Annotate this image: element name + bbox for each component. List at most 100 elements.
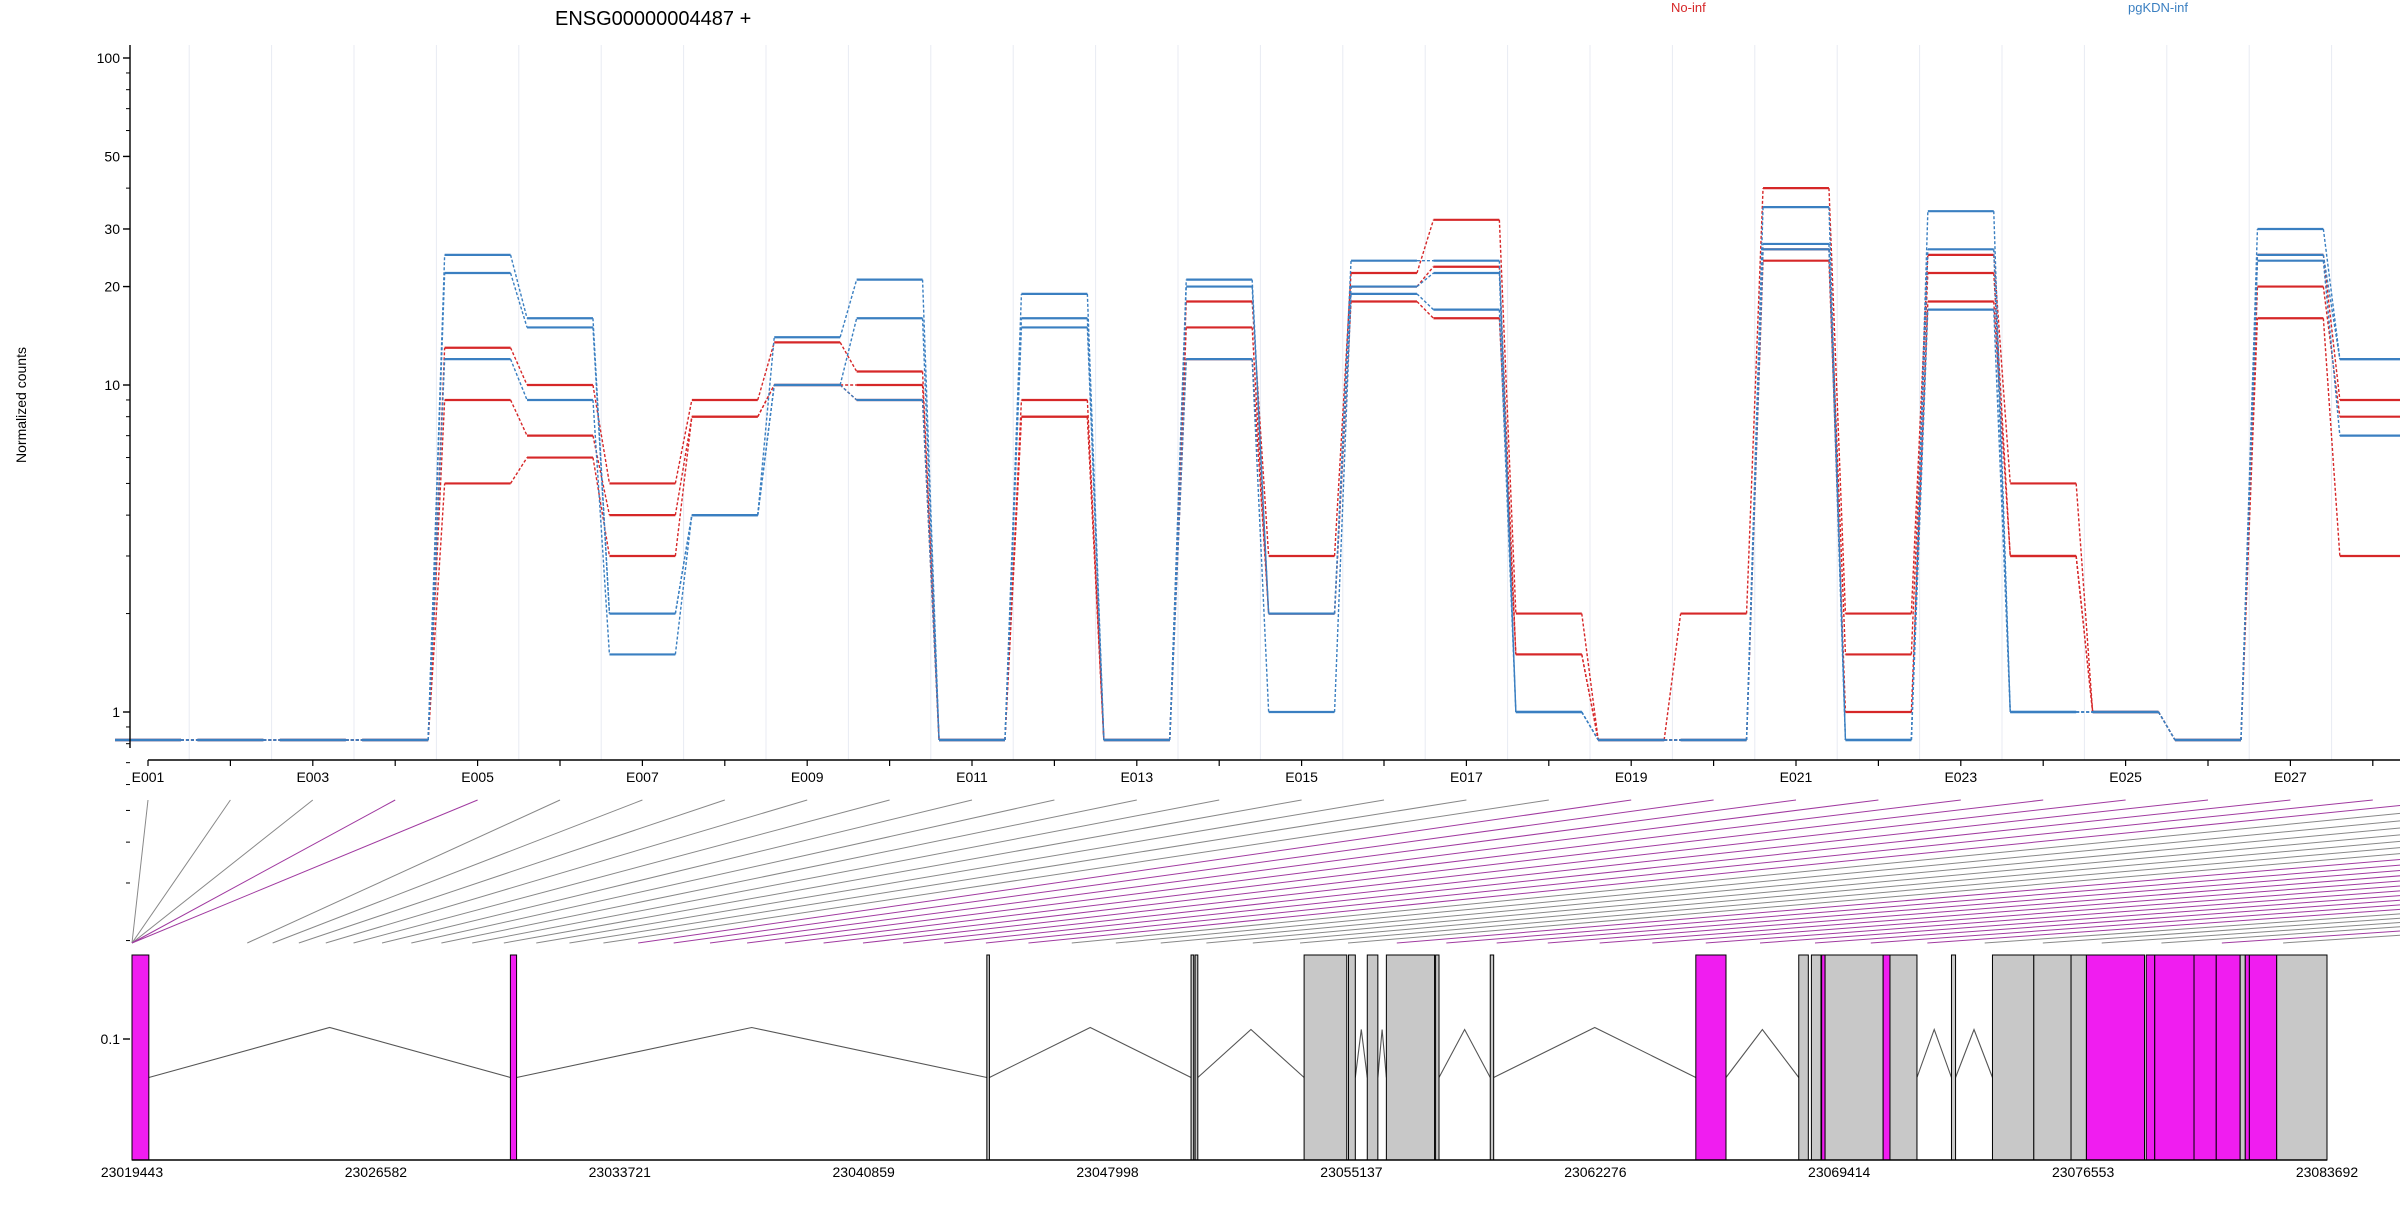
exon-block xyxy=(2070,954,2087,1161)
exon-link xyxy=(1599,880,2400,944)
series-5 xyxy=(115,248,2400,742)
coordinate-label: 23026582 xyxy=(345,1164,408,1180)
intron-line xyxy=(1493,1026,1697,1078)
exon-link xyxy=(381,799,973,944)
exon-block xyxy=(1190,954,1195,1161)
exon-block xyxy=(1366,954,1379,1161)
exon-link xyxy=(131,799,314,944)
exon-link xyxy=(131,799,478,944)
y-tick-label: 50 xyxy=(104,148,120,164)
axes: 100 50 30 20 10 1 0.1 E001 E003 E005 E007 E009 E011 E… xyxy=(97,45,2400,1047)
x-tick-label: E003 xyxy=(296,769,329,785)
exon-block xyxy=(1950,954,1957,1161)
exon-link xyxy=(536,799,1385,944)
exon-link xyxy=(603,799,1549,944)
exon-link xyxy=(746,799,1879,944)
exon-link xyxy=(2042,917,2400,944)
exon-link xyxy=(1547,875,2400,944)
exon-link xyxy=(823,799,2044,944)
exon-link xyxy=(903,799,2209,944)
intron-line xyxy=(1955,1027,1993,1078)
coordinate-label: 23019443 xyxy=(101,1164,164,1180)
exon-block xyxy=(1695,954,1727,1161)
series-connector xyxy=(180,188,2341,741)
exon-link xyxy=(673,799,1714,944)
series-2 xyxy=(115,259,2400,742)
series-3 xyxy=(115,205,2400,742)
exon-link xyxy=(1814,899,2400,944)
intron-line xyxy=(1197,1028,1305,1078)
y-tick-label: 100 xyxy=(97,50,121,66)
exon-link xyxy=(298,799,725,944)
exon-link xyxy=(131,799,396,944)
series-connector xyxy=(180,249,2341,741)
exon-link xyxy=(1984,913,2400,944)
exon-block xyxy=(1824,954,1884,1161)
x-tick-label: E023 xyxy=(1944,769,1977,785)
exon-link xyxy=(131,799,231,944)
x-tick-label: E017 xyxy=(1450,769,1483,785)
exon-link xyxy=(272,799,643,944)
x-tick-label: E019 xyxy=(1615,769,1648,785)
coordinate-label: 23069414 xyxy=(1808,1164,1871,1180)
series-0 xyxy=(115,187,2400,742)
coordinate-label: 23083692 xyxy=(2296,1164,2359,1180)
exon-link xyxy=(1252,840,2400,944)
exon-block xyxy=(1347,954,1356,1161)
y-tick-label: 30 xyxy=(104,221,120,237)
exon-block xyxy=(1194,954,1199,1161)
exon-block xyxy=(131,954,150,1161)
x-tick-label: E007 xyxy=(626,769,659,785)
exon-block xyxy=(1489,954,1495,1161)
grid xyxy=(188,45,2333,760)
exon-link xyxy=(1160,827,2400,944)
y-tick-label: 10 xyxy=(104,377,120,393)
exon-link xyxy=(247,799,561,944)
exon-link xyxy=(638,799,1632,944)
exon-block xyxy=(1798,954,1809,1161)
coordinate-label: 23033721 xyxy=(589,1164,652,1180)
exon-link xyxy=(441,799,1137,944)
exon-link xyxy=(862,799,2126,944)
legend-no-inf: No-inf xyxy=(1671,0,1706,15)
exon-block xyxy=(2244,954,2250,1161)
exon-link xyxy=(1652,885,2400,944)
exon-block xyxy=(2193,954,2217,1161)
series-connector xyxy=(180,207,2341,741)
x-tick-label: E015 xyxy=(1285,769,1318,785)
gene-model: 23019443 23026582 23033721 23040859 23047998… xyxy=(101,954,2359,1180)
exon-link xyxy=(1496,870,2400,944)
exon-block xyxy=(2145,954,2156,1161)
intron-line xyxy=(1438,1028,1491,1078)
chart-title: ENSG00000004487 + xyxy=(555,8,751,30)
exon-link xyxy=(1299,847,2400,944)
exon-block xyxy=(1889,954,1918,1161)
y-tick-label: 20 xyxy=(104,279,120,295)
intron-line xyxy=(148,1026,511,1079)
x-tick-label: E027 xyxy=(2274,769,2307,785)
series-connector xyxy=(180,249,2341,741)
exon-link xyxy=(1396,858,2400,944)
exon-link xyxy=(1705,890,2400,944)
exon-link xyxy=(503,799,1302,944)
exon-links xyxy=(131,799,2400,944)
y-axis-label: Normalized counts xyxy=(13,347,29,463)
exon-link xyxy=(1870,904,2400,944)
exon-link xyxy=(784,799,1961,944)
exon-link xyxy=(985,799,2373,944)
coordinate-label: 23055137 xyxy=(1320,1164,1383,1180)
x-tick-label: E005 xyxy=(461,769,494,785)
exon-link xyxy=(944,799,2291,944)
exon-block xyxy=(986,954,990,1161)
exon-block xyxy=(2154,954,2195,1161)
intron-line xyxy=(1725,1028,1800,1078)
x-tick-label: E013 xyxy=(1120,769,1153,785)
exon-link xyxy=(1071,812,2400,944)
intron-line xyxy=(1916,1027,1952,1078)
coordinate-label: 23040859 xyxy=(833,1164,896,1180)
series-connector xyxy=(180,243,2341,741)
series-lines xyxy=(115,187,2400,742)
exon-block xyxy=(1435,954,1440,1161)
x-tick-label: E011 xyxy=(956,769,988,785)
